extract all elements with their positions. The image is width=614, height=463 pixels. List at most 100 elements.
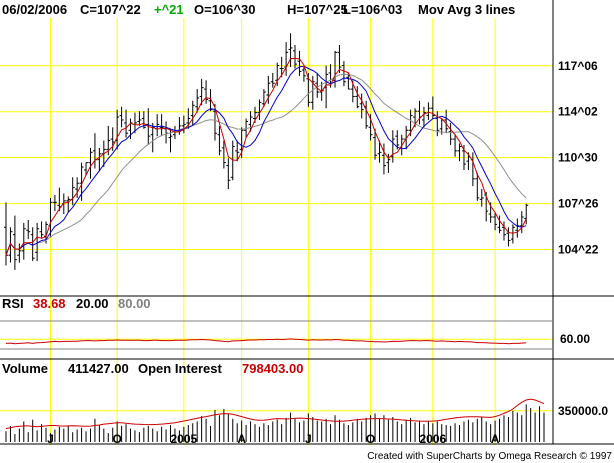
ohlc-bar [497, 215, 502, 234]
ohlc-bar [244, 118, 249, 138]
ohlc-bar [35, 222, 40, 262]
ohlc-bar [390, 130, 395, 163]
ohlc-bar [266, 75, 271, 104]
oi-value: 798403.00 [242, 361, 303, 376]
volume-tick-label: 350000.0 [558, 404, 608, 418]
ohlc-bar [21, 222, 26, 260]
ohlc-bar [52, 194, 57, 212]
ohlc-bar [17, 243, 22, 263]
rsi-tick-label: 60.00 [560, 332, 590, 346]
rsi-label: RSI [2, 296, 24, 311]
axis-ticks: 104^22 107^26 110^30 114^02 117^06 60.00 35000… [47, 59, 608, 446]
ohlc-bar [159, 114, 164, 137]
ohlc-bar [293, 44, 298, 69]
ohlc-bar [493, 212, 498, 231]
ohlc-bar [261, 89, 266, 107]
ohlc-bar [426, 102, 431, 120]
ohlc-bar [26, 219, 31, 240]
ohlc-bar [137, 111, 142, 126]
ohlc-bar [195, 89, 200, 113]
price-tick-label: 114^02 [558, 105, 598, 119]
x-tick-label: O [366, 432, 375, 446]
ohlc-bar [75, 177, 80, 198]
x-tick-label: 2005 [170, 432, 197, 446]
ohlc-bar [30, 227, 35, 262]
header-open: O=106^30 [194, 2, 255, 17]
volume-header: Volume 411427.00 Open Interest 798403.00 [2, 361, 303, 376]
ohlc-bar [479, 189, 484, 207]
ohlc-bar [395, 130, 400, 150]
ohlc-bar [270, 72, 275, 88]
x-tick-label: J [47, 432, 54, 446]
ohlc-bar [88, 147, 93, 179]
ohlc-bar [288, 33, 293, 68]
credit-text: Created with SuperCharts by Omega Resear… [367, 451, 612, 462]
rsi-value: 38.68 [33, 296, 66, 311]
ohlc-bar [12, 215, 17, 270]
ohlc-bar [124, 109, 129, 138]
ohlc-bar [208, 89, 213, 112]
oi-label: Open Interest [138, 361, 222, 376]
ohlc-bar [457, 143, 462, 162]
header-change: +^21 [154, 2, 184, 17]
ohlc-bar [364, 100, 369, 129]
ohlc-bar [84, 162, 89, 176]
moving-average-lines [5, 57, 527, 256]
ohlc-bar [346, 72, 351, 90]
ohlc-bar [8, 227, 13, 263]
ohlc-bar [355, 86, 360, 109]
ohlc-bar [190, 100, 195, 126]
ohlc-bar [315, 72, 320, 98]
volume-label: Volume [2, 361, 48, 376]
ohlc-bar [217, 125, 222, 156]
open-interest-line [5, 398, 545, 430]
price-header: 06/02/2006 C=107^22 +^21 O=106^30 H=107^… [2, 2, 515, 17]
ohlc-bar [475, 172, 480, 201]
ohlc-bar [239, 127, 244, 159]
x-tick-label: O [112, 432, 121, 446]
ohlc-bar [4, 202, 8, 266]
volume-value: 411427.00 [68, 361, 129, 376]
ohlc-bar [341, 61, 346, 87]
volume-pane [5, 398, 545, 442]
price-tick-label: 104^22 [558, 243, 599, 257]
ohlc-bar [359, 93, 364, 119]
ohlc-bar [199, 78, 204, 106]
rsi-upper: 80.00 [118, 296, 151, 311]
ohlc-bar [279, 56, 284, 78]
ohlc-bar [524, 203, 529, 225]
x-tick-label: A [237, 432, 246, 446]
moving-average-mid-line [5, 65, 527, 256]
ohlc-bar [301, 67, 306, 82]
ohlc-bar [373, 128, 378, 160]
price-tick-label: 117^06 [558, 59, 598, 73]
rsi-header: RSI 38.68 20.00 80.00 [2, 296, 151, 311]
ohlc-bar [421, 106, 426, 128]
x-tick-label: J [305, 432, 312, 446]
rsi-pane [5, 338, 527, 345]
x-tick-label: A [491, 432, 500, 446]
ohlc-bar [115, 109, 120, 150]
rsi-lower: 20.00 [76, 296, 109, 311]
header-indicator: Mov Avg 3 lines [418, 2, 515, 17]
header-low: L=106^03 [343, 2, 402, 17]
rsi-line [5, 338, 527, 345]
x-tick-label: 2006 [419, 432, 446, 446]
ohlc-bar [444, 109, 449, 134]
ohlc-bar [155, 114, 160, 137]
ohlc-bar [386, 153, 391, 173]
pane-borders [0, 0, 614, 445]
ohlc-bar [66, 196, 71, 213]
moving-average-fast-line [5, 57, 527, 256]
ohlc-bar [435, 111, 440, 137]
ohlc-bar [337, 44, 342, 73]
header-high: H=107^25 [287, 2, 348, 17]
ohlc-bar [221, 140, 226, 169]
moving-average-slow-line [5, 73, 527, 256]
ohlc-bar [97, 147, 102, 172]
ohlc-bar [92, 133, 97, 169]
ohlc-bar [501, 221, 506, 241]
ohlc-bar [381, 143, 386, 175]
